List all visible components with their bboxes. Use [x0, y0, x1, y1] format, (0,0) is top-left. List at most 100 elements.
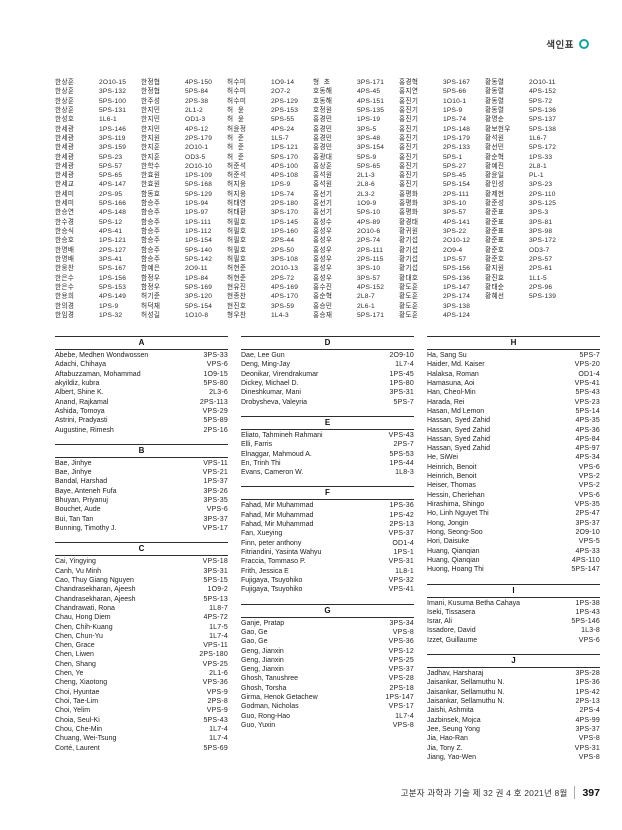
author-name: Aftabuzzaman, Mohammad	[55, 370, 141, 378]
paper-ref: 5PS-171	[357, 311, 385, 319]
author-name: 황준표	[485, 218, 505, 226]
author-name: 황경태	[399, 218, 419, 226]
author-name: Han, Cheol-Min	[427, 389, 476, 397]
index-entry: Hong, Jongin 3PS-37	[427, 520, 600, 529]
paper-ref: 4PS-150	[185, 79, 213, 86]
index-entry: Hong, Seong-Soo 2O9-10	[427, 529, 600, 538]
paper-ref: 1PS-33	[529, 153, 553, 161]
paper-ref: VPS-23	[574, 398, 600, 406]
paper-ref: 2O9-10	[389, 352, 414, 359]
paper-ref: 2PS-4	[579, 707, 600, 715]
paper-ref: 2L3-2	[357, 190, 375, 198]
paper-ref: 2L1-2	[185, 106, 203, 114]
paper-ref: 2O10-13	[271, 265, 299, 273]
paper-ref: 2O9-10	[575, 528, 600, 536]
paper-ref: 2O10-12	[443, 237, 471, 245]
author-name: 허수미	[227, 88, 247, 96]
index-entry: Chen, Ye 2L1-6	[55, 670, 228, 679]
index-entry: 한세광 5PS-65	[55, 169, 141, 179]
paper-ref: VPS-8	[392, 722, 414, 729]
paper-ref: 3PS-172	[529, 237, 557, 245]
index-entry: 황준표 3PS-172	[485, 234, 571, 245]
author-name: Haider, Md. Kaiser	[427, 361, 485, 369]
author-name: Chandrasekharan, Ajeesh	[55, 595, 136, 603]
author-name: 홍성우	[313, 265, 333, 273]
index-entry: 허 준 1PS-121	[227, 141, 313, 151]
index-entry: 홍경민 3PS-154	[313, 141, 399, 152]
index-entry: Hamasuna, Aoi VPS-41	[427, 380, 600, 389]
paper-ref: 3PS-108	[271, 255, 299, 263]
paper-ref: 4PS-33	[575, 547, 600, 555]
author-name: 한지훈	[141, 153, 161, 161]
paper-ref: 1L5-7	[271, 134, 289, 142]
paper-ref: 3PS-10	[357, 265, 381, 273]
paper-ref: 5PS-153	[99, 283, 127, 291]
index-entry: Chen, Chih-Kuang 1L7-5	[55, 624, 228, 633]
author-name: Bunning, Timothy J.	[55, 525, 117, 532]
index-entry: 한효원 1PS-109	[141, 169, 227, 180]
author-name: 홍경민	[313, 144, 333, 152]
paper-ref: 2L1-3	[357, 172, 375, 180]
index-entry: 함승주 1PS-97	[141, 206, 227, 216]
author-name: Hong, Seong-Soo	[427, 528, 483, 536]
index-entry: 한상훈 5PS-131	[55, 104, 141, 114]
index-entry: 한세미 5PS-166	[55, 197, 141, 207]
index-entry: 홍경민 1PS-19	[313, 113, 399, 123]
author-name: 허성길	[141, 311, 161, 319]
paper-ref: 5PS-154	[443, 181, 471, 189]
index-entry: 홍평화 3PS-10	[399, 197, 485, 207]
author-name: 황동렬	[485, 88, 505, 96]
index-entry: Ashida, Tomoya VPS-29	[55, 408, 228, 417]
author-name: Fahad, Mir Muhammad	[241, 511, 314, 519]
index-entry: 홍성우 2PS-74	[313, 234, 399, 244]
author-name: Adachi, Chihaya	[55, 361, 106, 369]
author-name: 한승식	[55, 228, 75, 235]
author-name: Israr, Ali	[427, 618, 452, 626]
paper-ref: 5PS-23	[99, 153, 123, 161]
paper-ref: 3PS-154	[357, 144, 385, 152]
index-entry: Chuang, Wei-Tsung 1L7-4	[55, 735, 228, 744]
paper-ref: 2PS-180	[271, 200, 299, 208]
paper-ref: 1PS-145	[271, 218, 299, 226]
paper-ref: 3PS-33	[203, 352, 228, 359]
paper-ref: 2PS-38	[185, 97, 209, 105]
author-name: Huang, Qianqian	[427, 547, 480, 555]
author-name: En, Trinh Thi	[241, 459, 281, 467]
index-entry: 한세광 5PS-23	[55, 151, 141, 161]
paper-ref: VPS-25	[388, 656, 414, 664]
paper-ref: 1PS-38	[575, 599, 600, 607]
index-entry: 호동해 4PS-151	[313, 95, 399, 105]
author-name: 함승주	[141, 255, 161, 263]
paper-ref: 4PS-110	[571, 556, 600, 564]
author-name: 한성호	[55, 116, 75, 124]
paper-ref: 1PS-154	[185, 237, 213, 245]
index-entry: 허준석 4PS-108	[227, 169, 313, 179]
index-entry: Fujigaya, Tsuyohiko VPS-41	[241, 586, 414, 595]
alpha-section-G: G Ganje, Pratap 3PS-34 Gao, Ge VPS-8 Gao, Ge V…	[241, 603, 414, 732]
paper-ref: 5PS-156	[443, 265, 471, 273]
paper-ref: 3PS-57	[443, 209, 467, 217]
paper-ref: OD1-3	[185, 116, 206, 124]
index-entry: Choi, Tae-Lim 2PS-8	[55, 698, 228, 707]
paper-ref: VPS-17	[388, 703, 414, 711]
index-entry: Bae, Jinhye VPS-11	[55, 460, 228, 469]
index-entry: 함예은 2O9-11	[141, 262, 227, 272]
paper-ref: 1L7-4	[209, 735, 228, 743]
author-name: 한효원	[141, 172, 161, 180]
index-entry: 한명배 2PS-127	[55, 244, 141, 254]
paper-ref: 4PS-141	[443, 218, 471, 226]
author-name: Hori, Daisuke	[427, 538, 470, 546]
author-name: 홍진기	[399, 153, 419, 161]
author-name: 황도훈	[399, 283, 419, 291]
index-entry: 황준호 2PS-57	[485, 253, 571, 263]
index-entry: 황동렬 5PS-72	[485, 95, 571, 105]
paper-ref: 2O9-4	[443, 246, 463, 254]
paper-ref: 1L7-4	[395, 361, 414, 369]
index-entry: 허기준 3PS-120	[141, 290, 227, 300]
index-entry: Fan, Xueying VPS-37	[241, 530, 414, 539]
paper-ref: 1PS-148	[443, 125, 471, 133]
paper-ref: 5PS-172	[529, 144, 557, 152]
author-name: Bandal, Harshad	[55, 478, 108, 486]
paper-ref: 2PS-110	[529, 190, 556, 198]
author-name: 형우찬	[227, 311, 247, 319]
